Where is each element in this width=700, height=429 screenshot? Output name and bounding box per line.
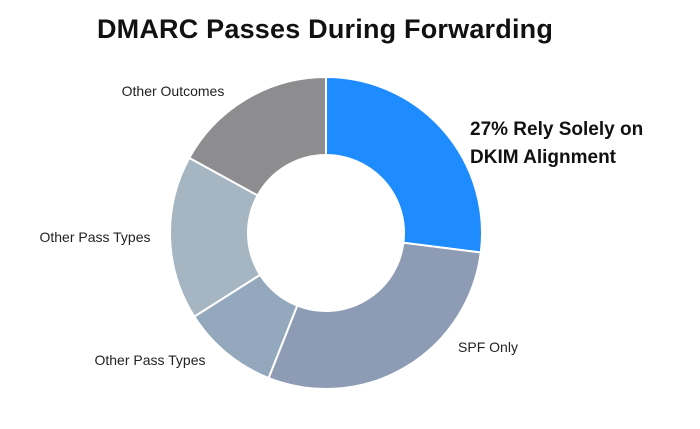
slice-dkim-only — [325, 75, 483, 254]
chart-title: DMARC Passes During Forwarding — [96, 14, 554, 44]
slice-label: Other Outcomes — [122, 83, 225, 99]
slice-label: Other Pass Types — [94, 352, 205, 368]
slice-labels: SPF Only Other Pass Types Other Pass Types… — [39, 83, 517, 368]
slice-spf-only — [267, 241, 482, 390]
slice-label: SPF Only — [458, 339, 518, 355]
slice-other-pass-types-b — [169, 156, 262, 318]
slice-other-outcomes — [187, 75, 327, 197]
callout-line-2: DKIM Alignment — [470, 147, 617, 168]
donut-slices — [169, 75, 483, 390]
callout-line-1: 27% Rely Solely on — [470, 119, 643, 140]
slice-label: Other Pass Types — [39, 229, 150, 245]
